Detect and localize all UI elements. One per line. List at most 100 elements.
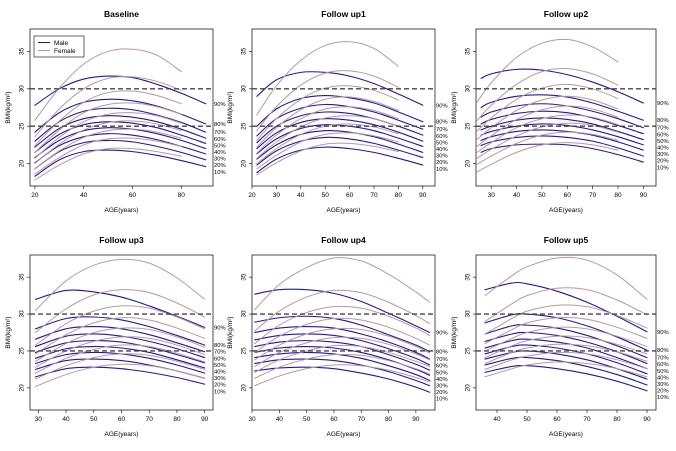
x-tick-label: 90 [419,192,427,199]
percentile-label: 40% [436,377,448,383]
series-line-female-70 [256,85,399,141]
series-line-male-60 [34,115,207,148]
percentile-label: 80% [657,348,669,354]
percentile-label: 50% [657,369,669,375]
series-line-female-20 [35,353,206,380]
plot-frame [29,28,214,187]
chart-panel-4: Follow up3 30 40 50 60 70 80 90 20 25 30 35 AGE(year… [5,235,226,438]
y-tick-label: 35 [465,273,472,281]
series-line-male-50 [254,340,431,371]
plot-frame [251,254,436,411]
x-tick-label: 60 [553,416,561,423]
legend: Male Female [33,35,85,58]
percentile-label: 90% [214,102,226,108]
percentile-label: 40% [214,150,226,156]
series-line-male-40 [256,124,424,155]
x-tick-label: 60 [564,192,572,199]
series-line-female-80 [34,76,182,138]
series-line-male-80 [256,94,424,127]
y-tick-label: 30 [19,85,26,93]
series-line-male-20 [256,136,424,166]
x-tick-label: 80 [395,192,403,199]
x-tick-label: 60 [346,192,354,199]
percentile-label: 30% [436,154,448,160]
curve-group [256,41,424,176]
panel-title: Follow up3 [99,235,144,245]
y-tick-label: 35 [465,47,472,55]
series-line-male-90 [254,288,431,334]
percentile-label: 30% [657,382,669,388]
percentile-label: 90% [214,325,226,331]
percentile-label: 20% [657,389,669,395]
y-axis-label: BMI(kg/m²) [5,91,12,123]
x-tick-label: 40 [62,416,70,423]
chart-panel-5: Follow up4 30 40 50 60 70 80 90 20 25 30 35 AGE(year… [227,235,448,438]
series-line-male-50 [484,338,648,370]
y-tick-label: 25 [19,122,26,130]
series-line-male-50 [256,118,424,150]
series-line-female-50 [254,327,431,361]
x-tick-label: 60 [129,192,137,199]
y-tick-label: 20 [465,384,472,392]
x-tick-label: 90 [643,416,651,423]
x-axis-label: AGE(years) [327,431,361,438]
percentile-label: 20% [214,163,226,169]
percentile-label: 50% [436,140,448,146]
percentile-label: 80% [436,120,448,126]
percentile-label: 80% [214,343,226,349]
percentile-label: 80% [657,118,669,124]
series-line-male-90 [480,68,644,104]
legend-female-label: Female [54,48,76,55]
percentile-label: 10% [657,395,669,401]
chart-panel-2: Follow up1 20 30 40 50 60 70 80 90 20 25 30 35 AGE(ye… [227,9,448,214]
x-tick-label: 60 [330,416,338,423]
panel-title: Baseline [104,9,139,19]
percentile-label: 70% [436,357,448,363]
plot-frame [29,254,214,411]
series-line-male-70 [35,326,206,353]
percentile-label: 30% [214,157,226,163]
x-tick-label: 50 [538,192,546,199]
percentile-label: 50% [214,363,226,369]
series-line-female-80 [254,289,431,332]
series-line-female-40 [476,114,619,154]
percentile-label: 50% [657,139,669,145]
y-tick-label: 25 [465,347,472,355]
y-tick-label: 35 [19,47,26,55]
percentile-label: 70% [214,350,226,356]
x-tick-label: 20 [31,192,39,199]
x-tick-label: 90 [412,416,420,423]
y-tick-label: 35 [241,47,248,55]
y-tick-label: 35 [19,273,26,281]
percentile-label: 90% [436,103,448,109]
y-tick-label: 20 [19,160,26,168]
x-tick-label: 70 [583,416,591,423]
series-line-female-90 [484,256,648,300]
series-line-female-60 [476,95,619,141]
series-line-female-30 [35,344,206,374]
series-line-female-40 [34,120,182,165]
series-line-female-40 [484,335,648,359]
series-line-female-90 [256,41,399,116]
percentile-label: 90% [436,331,448,337]
legend-male-label: Male [54,40,68,47]
series-line-female-20 [476,131,619,166]
y-tick-label: 20 [241,384,248,392]
x-axis-label: AGE(years) [105,207,139,214]
x-tick-label: 70 [370,192,378,199]
x-tick-label: 70 [589,192,597,199]
x-tick-label: 60 [118,416,126,423]
curve-group [34,48,207,181]
series-line-female-90 [254,257,431,311]
series-line-female-80 [256,70,399,132]
x-axis-label: AGE(years) [549,431,583,438]
x-tick-label: 40 [80,192,88,199]
y-axis-label: BMI(kg/m²) [451,316,458,348]
y-axis-label: BMI(kg/m²) [227,91,234,123]
series-line-male-10 [35,366,206,385]
series-line-female-80 [484,287,648,322]
series-line-female-30 [34,128,182,170]
series-line-female-10 [34,147,182,181]
x-tick-label: 40 [493,416,501,423]
panel-title: Follow up2 [544,9,589,19]
